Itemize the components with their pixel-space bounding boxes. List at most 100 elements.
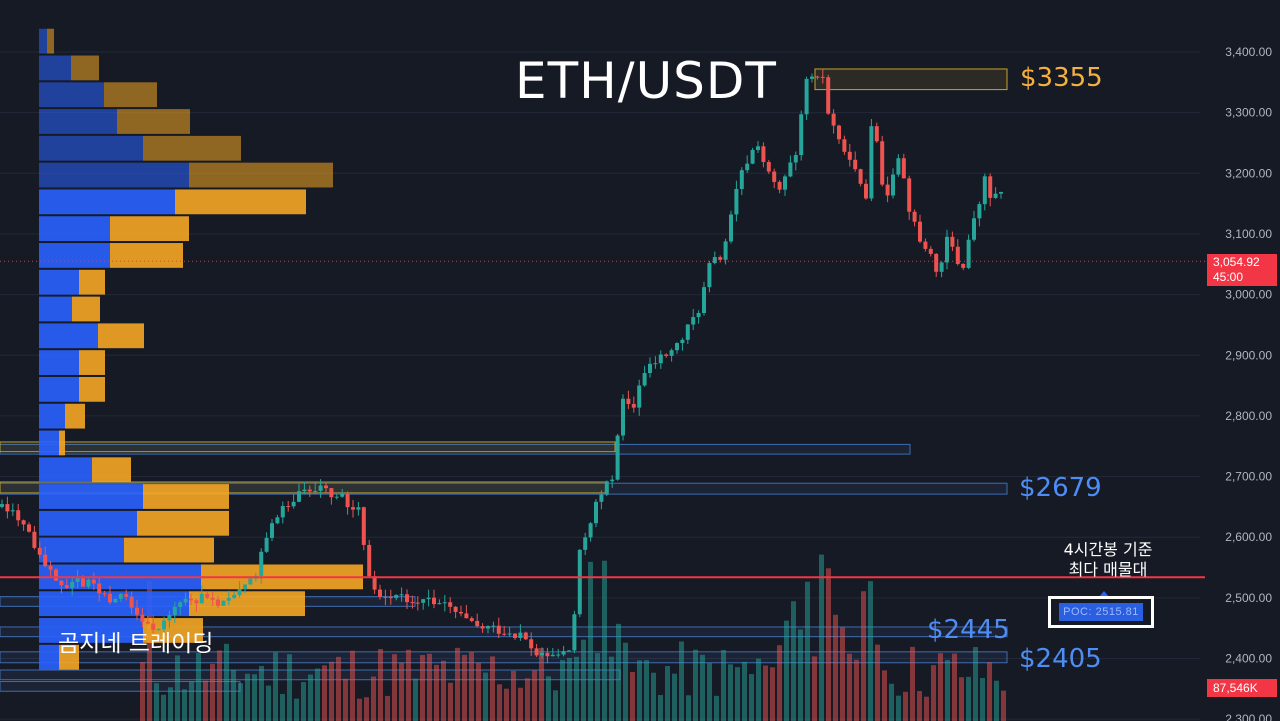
vp-sell-bar: [143, 135, 241, 161]
volume-bar: [182, 689, 187, 721]
vp-buy-bar: [39, 189, 175, 215]
candle-body: [410, 602, 415, 604]
candle-body: [496, 625, 501, 634]
volume-bar: [329, 661, 334, 721]
vp-buy-bar: [39, 376, 79, 402]
candle-body: [577, 549, 582, 615]
candle-body: [583, 537, 588, 550]
candle-body: [307, 489, 312, 492]
vp-buy-bar: [39, 135, 143, 161]
volume-bar: [749, 674, 754, 721]
candle-body: [172, 606, 177, 616]
candle-body: [270, 523, 274, 538]
candle-body: [545, 652, 550, 657]
candle-body: [232, 594, 237, 598]
volume-bar: [735, 667, 740, 721]
candle-body: [696, 313, 701, 318]
volume-bar: [266, 685, 271, 721]
volume-bar: [784, 620, 789, 721]
candle-body: [680, 339, 685, 344]
candle-body: [534, 648, 539, 656]
candle-body: [5, 504, 10, 512]
volume-bar: [140, 662, 145, 721]
candle-body: [988, 176, 993, 198]
price-axis[interactable]: 3,400.00 3,300.00 3,200.00 3,100.00 3,000.00…: [1225, 45, 1272, 721]
candle-body: [707, 263, 712, 288]
volume-bar: [868, 581, 873, 721]
current-price-tag[interactable]: 3,054.92 45:00: [1207, 254, 1277, 286]
volume-bar: [686, 695, 691, 721]
candle-body: [194, 600, 199, 604]
candle-body: [340, 494, 345, 497]
volume-bar: [602, 560, 607, 721]
candle-body: [459, 611, 463, 614]
volume-bar: [770, 667, 775, 721]
volume-bar: [161, 694, 166, 721]
candle-body: [75, 578, 80, 582]
candle-body: [820, 76, 825, 78]
volume-bar: [812, 656, 817, 721]
brand-watermark: 곰지네 트레이딩: [58, 631, 214, 657]
poc-caption-line2: 최다 매물대: [1068, 560, 1148, 579]
volume-bar: [532, 670, 537, 721]
level-zone: [0, 441, 616, 453]
volume-bar: [714, 695, 719, 721]
candle-body: [318, 485, 323, 491]
candle-body: [561, 651, 566, 655]
volume-bar: [357, 698, 362, 721]
candle-body: [675, 343, 679, 351]
candle-body: [216, 599, 220, 606]
candle-body: [642, 373, 647, 386]
candle-body: [432, 597, 436, 605]
candle-body: [10, 510, 15, 512]
volume-bar: [777, 645, 782, 721]
poc-caption: 4시간봉 기준 최다 매물대: [1030, 540, 1186, 580]
candle-body: [788, 162, 793, 177]
vp-buy-bar: [39, 28, 47, 54]
candle-body: [378, 589, 382, 597]
y-tick-label: 3,300.00: [1225, 106, 1272, 120]
candle-body: [383, 596, 388, 598]
candle-body: [648, 363, 652, 374]
candle-body: [64, 585, 69, 588]
candle-body: [302, 489, 307, 492]
volume-bar: [364, 697, 369, 721]
candle-body: [950, 236, 955, 247]
candle-body: [59, 580, 64, 586]
volume-bar: [399, 662, 404, 721]
candle-body: [297, 491, 301, 502]
candle-body: [955, 246, 960, 264]
vp-sell-bar: [65, 403, 85, 429]
candle-body: [313, 490, 318, 492]
candle-body: [167, 615, 172, 621]
candle-body: [91, 579, 96, 584]
vp-sell-bar: [72, 296, 100, 322]
volume-bar: [343, 678, 348, 721]
vp-sell-bar: [92, 457, 131, 483]
candle-body: [189, 598, 193, 601]
volume-bars: [140, 554, 1006, 721]
volume-bar: [574, 656, 579, 721]
volume-bar: [889, 683, 894, 721]
candle-body: [491, 625, 496, 627]
volume-bar: [924, 696, 929, 721]
candle-body: [783, 176, 787, 190]
candle-body: [631, 403, 636, 408]
candle-body: [48, 566, 53, 570]
vp-sell-bar: [98, 323, 144, 349]
level-zone: [814, 68, 1008, 91]
volume-bar: [322, 665, 327, 721]
volume-bar: [763, 665, 768, 721]
volume-bar: [644, 660, 649, 721]
volume-bar: [966, 676, 971, 721]
candle-body: [869, 126, 874, 199]
candle-body: [145, 621, 150, 624]
candle-body: [259, 551, 264, 576]
candle-body: [140, 614, 145, 622]
candle-body: [27, 524, 31, 532]
volume-bar: [196, 652, 201, 721]
vp-sell-bar: [189, 162, 333, 188]
candle-body: [966, 239, 971, 268]
candle-body: [334, 496, 339, 498]
